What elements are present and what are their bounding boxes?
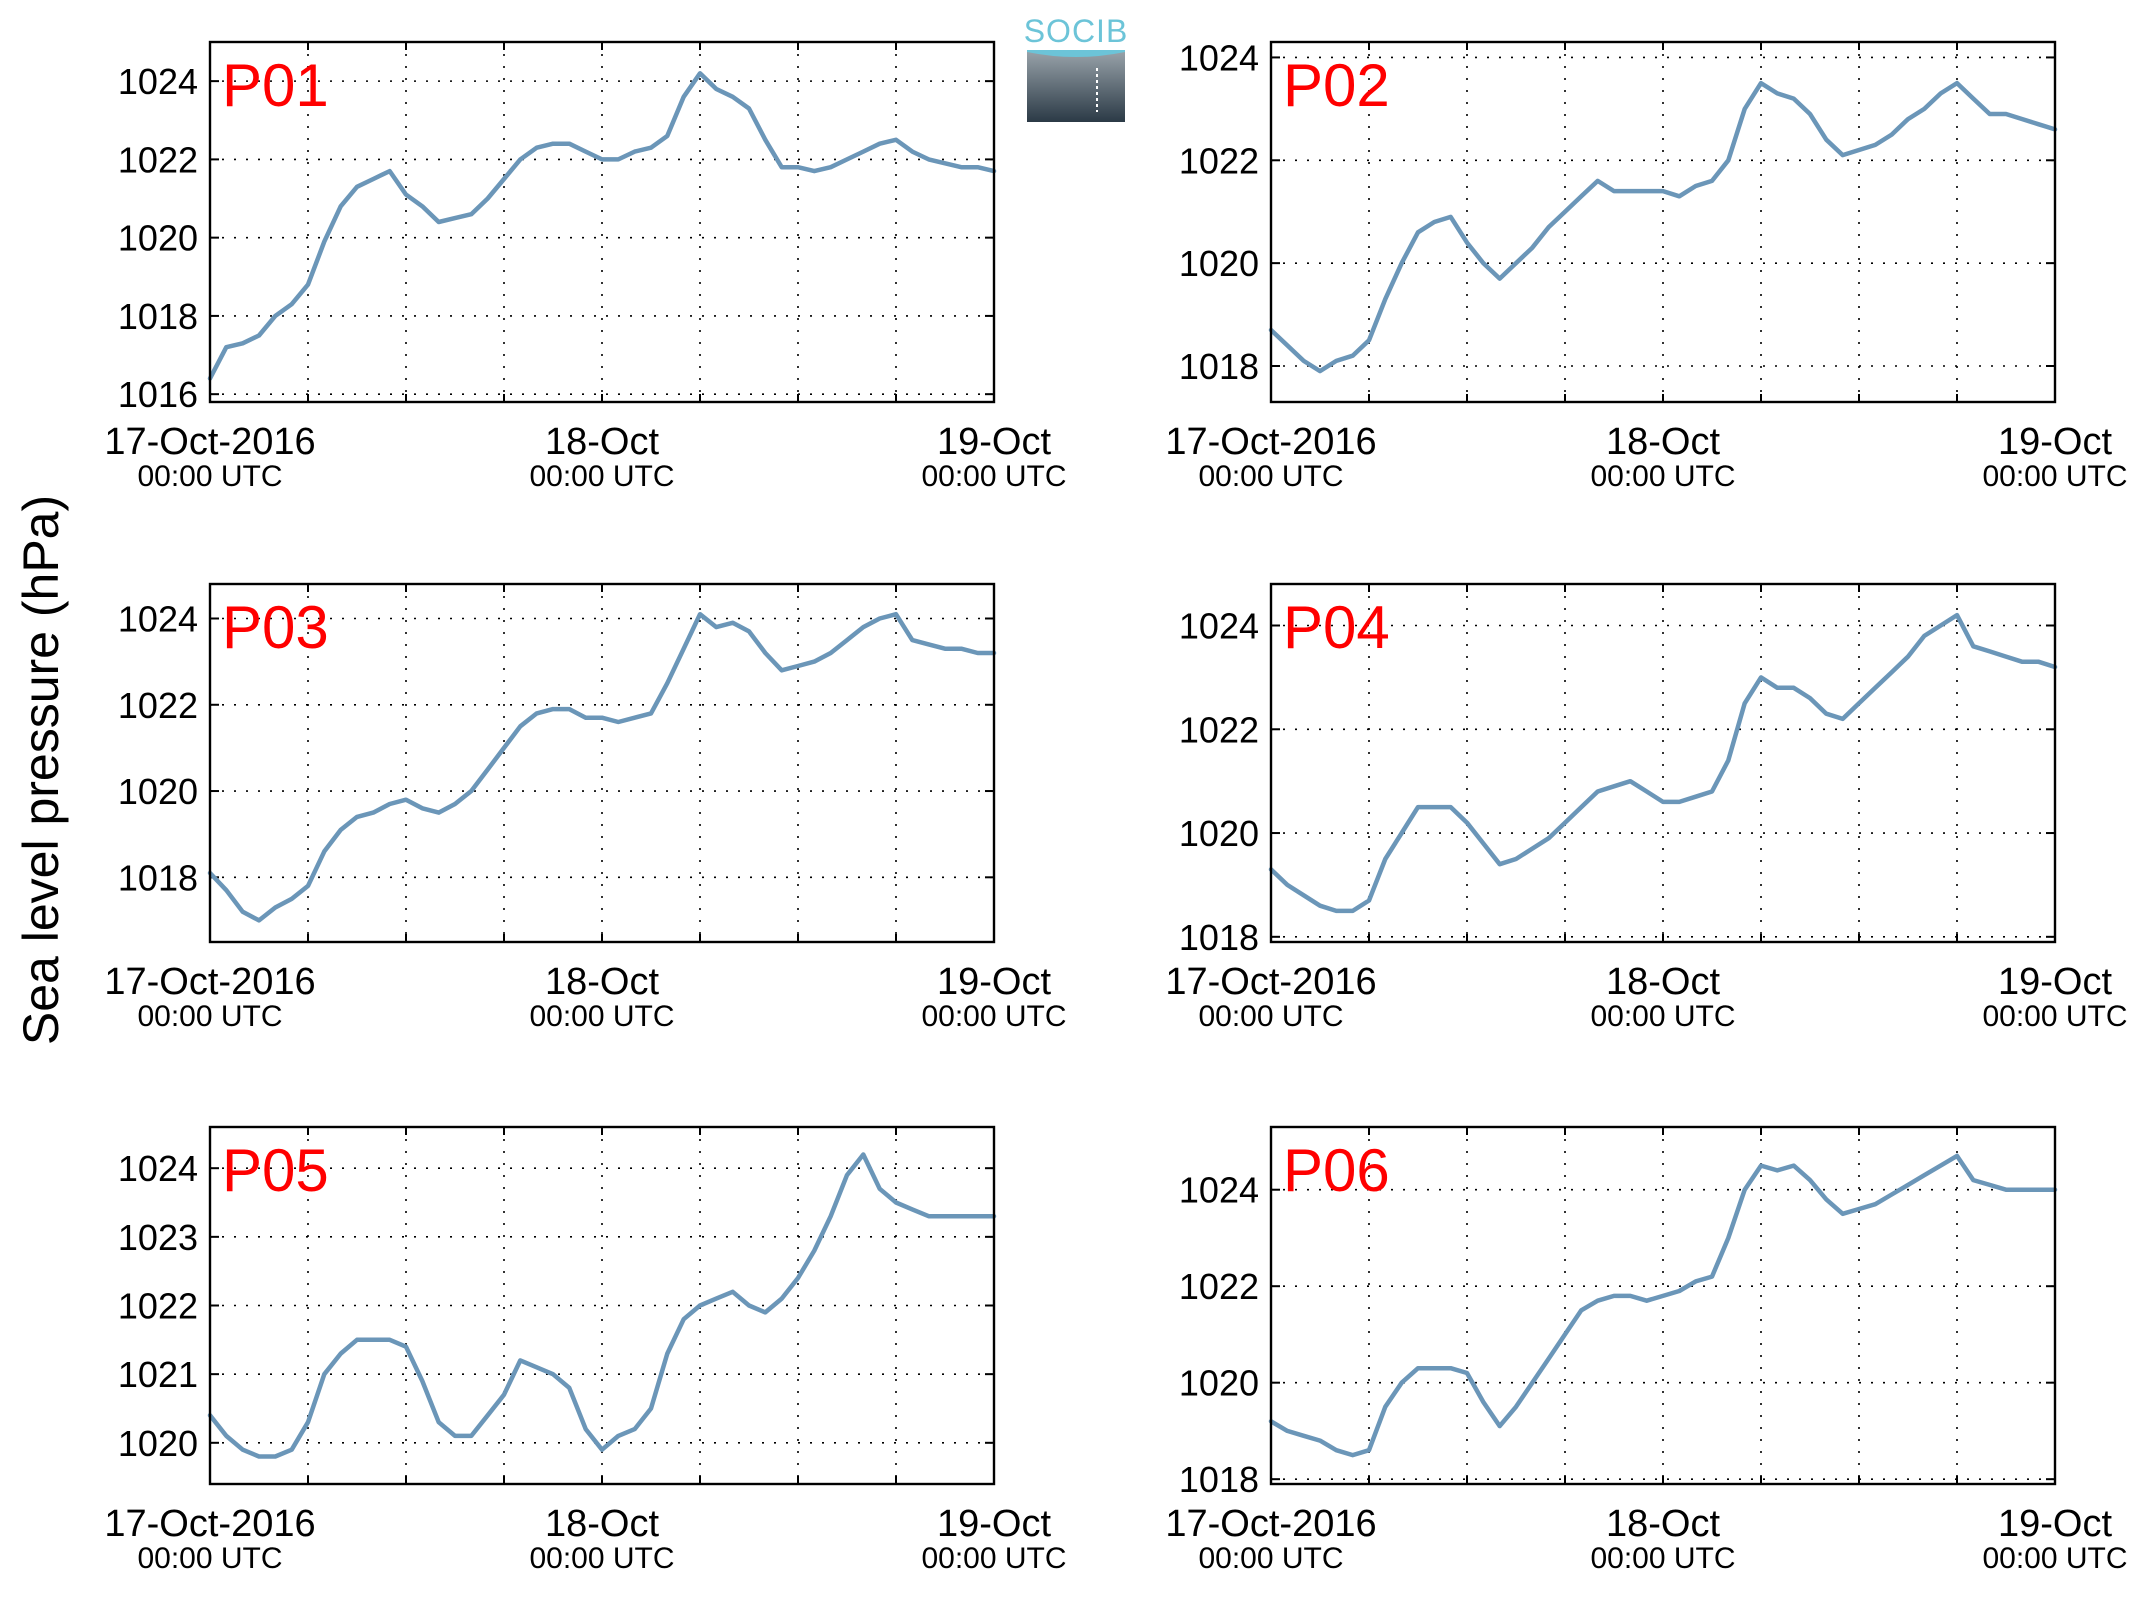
y-tick-label: 1018 — [1179, 1459, 1259, 1500]
y-tick-label: 1023 — [118, 1217, 198, 1258]
x-tick-sublabel: 00:00 UTC — [137, 1000, 282, 1033]
x-tick-label: 18-Oct — [1606, 961, 1720, 1003]
y-tick-label: 1018 — [1179, 346, 1259, 387]
x-tick-label: 17-Oct-2016 — [104, 961, 315, 1003]
y-tick-label: 1018 — [1179, 917, 1259, 958]
x-tick-sublabel: 00:00 UTC — [921, 1542, 1066, 1575]
series-line-p03 — [207, 611, 997, 923]
socib-logo-wave — [1027, 50, 1125, 57]
x-tick-sublabel: 00:00 UTC — [1198, 460, 1343, 493]
plot-frame — [1269, 1125, 2057, 1486]
x-tick-label: 17-Oct-2016 — [104, 421, 315, 463]
x-tick-sublabel: 00:00 UTC — [1982, 460, 2127, 493]
y-axis-label: Sea level pressure (hPa) — [13, 495, 69, 1045]
x-tick-sublabel: 00:00 UTC — [1982, 1000, 2127, 1033]
y-tick-label: 1022 — [118, 139, 198, 180]
panel-label: P06 — [1283, 1137, 1390, 1204]
y-tick-label: 1018 — [118, 857, 198, 898]
x-tick-sublabel: 00:00 UTC — [529, 1000, 674, 1033]
series-line-p01 — [207, 71, 997, 381]
x-tick-sublabel: 00:00 UTC — [1198, 1000, 1343, 1033]
socib-logo: SOCIB — [1024, 13, 1129, 122]
x-tick-sublabel: 00:00 UTC — [1982, 1542, 2127, 1575]
x-tick-label: 19-Oct — [1998, 961, 2112, 1003]
y-tick-label: 1024 — [118, 61, 198, 102]
x-tick-label: 19-Oct — [937, 1503, 1051, 1545]
series-line-p02 — [1268, 80, 2058, 374]
x-tick-label: 19-Oct — [1998, 1503, 2112, 1545]
x-tick-label: 17-Oct-2016 — [1165, 421, 1376, 463]
x-tick-sublabel: 00:00 UTC — [1198, 1542, 1343, 1575]
x-tick-label: 18-Oct — [545, 1503, 659, 1545]
y-tick-label: 1024 — [118, 599, 198, 640]
x-tick-label: 17-Oct-2016 — [104, 1503, 315, 1545]
x-tick-sublabel: 00:00 UTC — [529, 460, 674, 493]
y-tick-label: 1024 — [1179, 37, 1259, 78]
y-tick-label: 1020 — [118, 1423, 198, 1464]
x-tick-sublabel: 00:00 UTC — [1590, 1542, 1735, 1575]
panel-label: P02 — [1283, 52, 1390, 119]
x-tick-sublabel: 00:00 UTC — [137, 460, 282, 493]
y-tick-label: 1022 — [118, 1286, 198, 1327]
y-tick-label: 1018 — [118, 296, 198, 337]
x-tick-label: 19-Oct — [937, 421, 1051, 463]
y-tick-label: 1020 — [118, 771, 198, 812]
panel-label: P03 — [222, 594, 329, 661]
socib-logo-text: SOCIB — [1024, 13, 1129, 49]
panel-label: P04 — [1283, 594, 1390, 661]
panel-label: P05 — [222, 1137, 329, 1204]
x-tick-label: 18-Oct — [545, 961, 659, 1003]
y-tick-label: 1021 — [118, 1354, 198, 1395]
x-tick-sublabel: 00:00 UTC — [921, 460, 1066, 493]
y-tick-label: 1020 — [1179, 813, 1259, 854]
plot-frame — [208, 40, 996, 404]
x-tick-sublabel: 00:00 UTC — [1590, 1000, 1735, 1033]
y-tick-label: 1024 — [118, 1148, 198, 1189]
plot-frame — [1269, 582, 2057, 944]
y-tick-label: 1020 — [1179, 243, 1259, 284]
y-tick-label: 1022 — [1179, 140, 1259, 181]
plot-frame — [1269, 40, 2057, 404]
x-tick-sublabel: 00:00 UTC — [137, 1542, 282, 1575]
x-tick-sublabel: 00:00 UTC — [921, 1000, 1066, 1033]
series-line-p05 — [207, 1152, 997, 1459]
x-tick-label: 18-Oct — [1606, 1503, 1720, 1545]
y-tick-label: 1016 — [118, 374, 198, 415]
y-tick-label: 1022 — [1179, 709, 1259, 750]
x-tick-label: 19-Oct — [937, 961, 1051, 1003]
x-tick-sublabel: 00:00 UTC — [1590, 460, 1735, 493]
x-tick-label: 18-Oct — [545, 421, 659, 463]
plot-frame — [208, 582, 996, 944]
y-tick-label: 1024 — [1179, 1170, 1259, 1211]
y-tick-label: 1020 — [1179, 1363, 1259, 1404]
x-tick-label: 18-Oct — [1606, 421, 1720, 463]
panel-label: P01 — [222, 52, 329, 119]
x-tick-label: 17-Oct-2016 — [1165, 1503, 1376, 1545]
y-tick-label: 1022 — [1179, 1266, 1259, 1307]
x-tick-sublabel: 00:00 UTC — [529, 1542, 674, 1575]
plot-frame — [208, 1125, 996, 1486]
socib-logo-gradient-block — [1027, 50, 1125, 122]
y-tick-label: 1024 — [1179, 606, 1259, 647]
y-tick-label: 1022 — [118, 685, 198, 726]
x-tick-label: 19-Oct — [1998, 421, 2112, 463]
x-tick-label: 17-Oct-2016 — [1165, 961, 1376, 1003]
series-line-p06 — [1268, 1153, 2058, 1458]
series-line-p04 — [1268, 612, 2058, 914]
y-tick-label: 1020 — [118, 218, 198, 259]
